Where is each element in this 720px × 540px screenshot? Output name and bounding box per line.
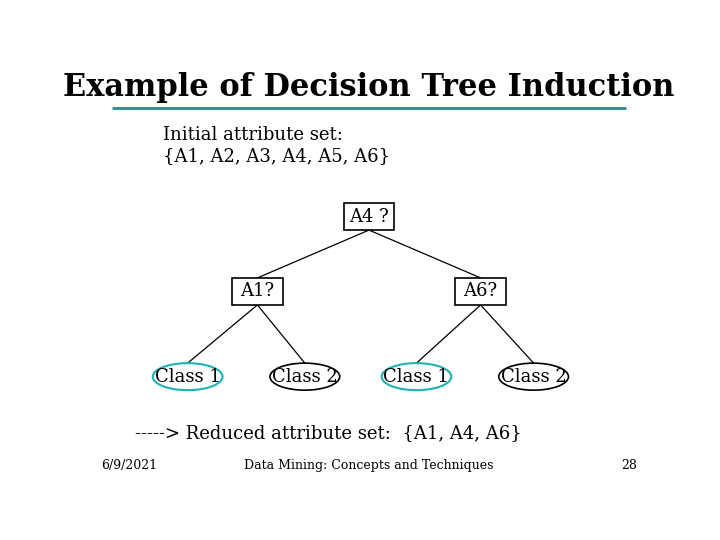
Text: Class 1: Class 1 xyxy=(155,368,220,386)
Text: A4 ?: A4 ? xyxy=(349,207,389,226)
FancyBboxPatch shape xyxy=(233,278,282,305)
Ellipse shape xyxy=(153,363,222,390)
FancyBboxPatch shape xyxy=(344,203,394,230)
Text: -----> Reduced attribute set:  {A1, A4, A6}: -----> Reduced attribute set: {A1, A4, A… xyxy=(135,424,521,442)
Text: {A1, A2, A3, A4, A5, A6}: {A1, A2, A3, A4, A5, A6} xyxy=(163,147,390,165)
Ellipse shape xyxy=(270,363,340,390)
Text: Example of Decision Tree Induction: Example of Decision Tree Induction xyxy=(63,72,675,103)
Ellipse shape xyxy=(499,363,569,390)
Text: A6?: A6? xyxy=(464,282,498,300)
FancyBboxPatch shape xyxy=(456,278,505,305)
Text: 28: 28 xyxy=(621,460,637,472)
Text: Class 2: Class 2 xyxy=(272,368,338,386)
Text: Class 1: Class 1 xyxy=(384,368,449,386)
Ellipse shape xyxy=(382,363,451,390)
Text: Data Mining: Concepts and Techniques: Data Mining: Concepts and Techniques xyxy=(244,460,494,472)
Text: 6/9/2021: 6/9/2021 xyxy=(101,460,157,472)
Text: A1?: A1? xyxy=(240,282,274,300)
Text: Initial attribute set:: Initial attribute set: xyxy=(163,126,343,145)
Text: Class 2: Class 2 xyxy=(500,368,567,386)
